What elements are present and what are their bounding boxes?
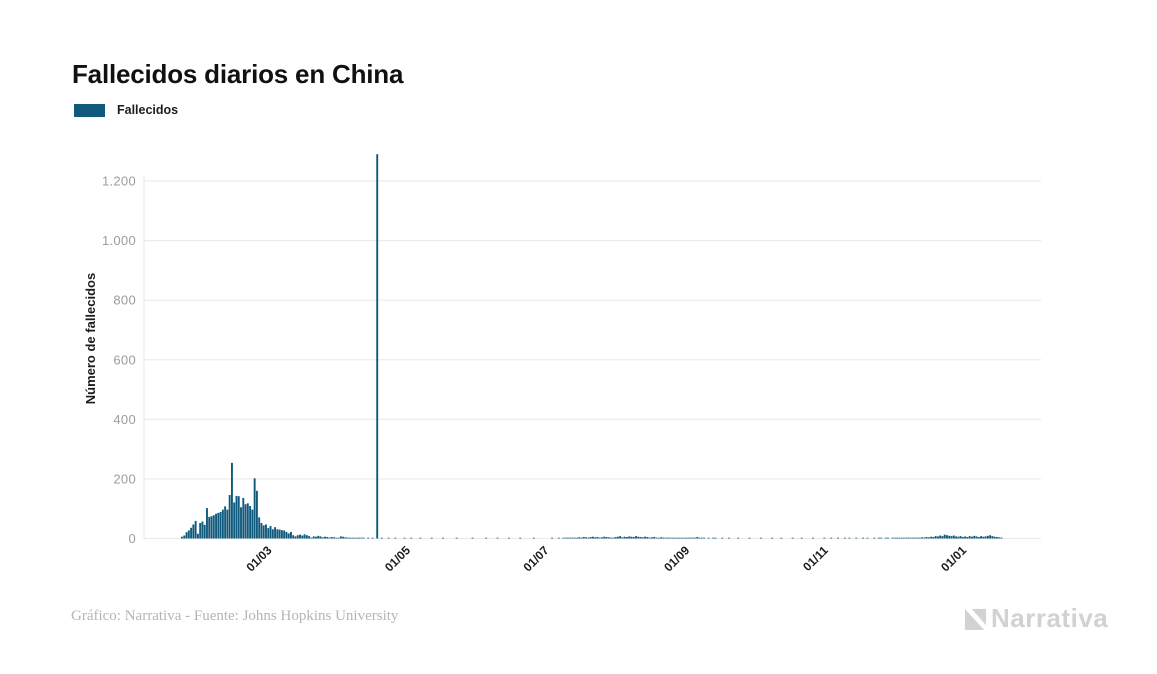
source-credit: Gráfico: Narrativa - Fuente: Johns Hopki… <box>71 608 399 624</box>
svg-text:600: 600 <box>113 352 136 367</box>
narrativa-logo: Narrativa <box>963 603 1108 634</box>
legend-label: Fallecidos <box>117 103 179 117</box>
svg-text:01/01: 01/01 <box>938 543 969 574</box>
legend: Fallecidos <box>74 103 178 117</box>
svg-text:1.000: 1.000 <box>102 233 136 248</box>
svg-text:01/09: 01/09 <box>661 543 692 574</box>
svg-text:01/07: 01/07 <box>520 543 551 574</box>
svg-text:01/03: 01/03 <box>243 543 274 574</box>
svg-text:01/11: 01/11 <box>800 543 831 574</box>
logo-text: Narrativa <box>991 603 1109 633</box>
narrativa-n-icon <box>964 608 987 631</box>
svg-text:0: 0 <box>128 531 136 546</box>
svg-text:400: 400 <box>113 412 136 427</box>
legend-swatch-icon <box>74 103 105 117</box>
svg-text:200: 200 <box>113 471 136 486</box>
svg-text:01/05: 01/05 <box>382 543 413 574</box>
page-title: Fallecidos diarios en China <box>72 59 404 90</box>
svg-text:800: 800 <box>113 293 136 308</box>
svg-text:1.200: 1.200 <box>102 174 136 189</box>
